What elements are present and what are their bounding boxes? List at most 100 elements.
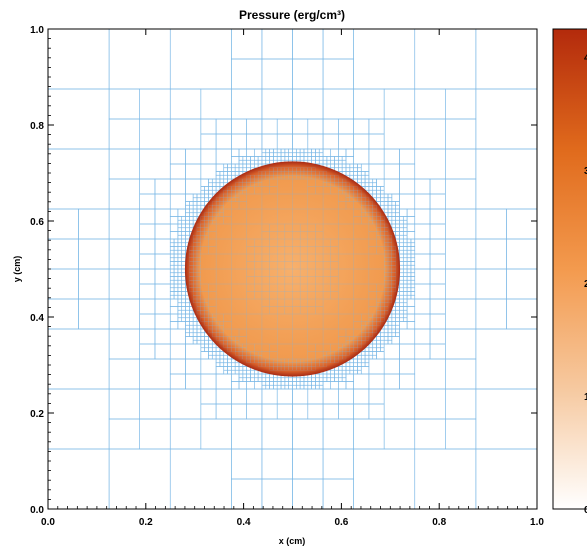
mesh-cell — [353, 201, 362, 210]
mesh-cell — [277, 358, 282, 363]
mesh-cell — [192, 280, 198, 285]
mesh-cell — [227, 190, 232, 195]
mesh-cell — [341, 182, 347, 187]
mesh-cell — [269, 261, 278, 270]
mesh-cell — [368, 332, 373, 337]
mesh-cell — [376, 246, 385, 255]
mesh-cell — [219, 340, 224, 345]
mesh-cell — [349, 347, 354, 352]
mesh-cell — [200, 220, 205, 225]
mesh-cell — [215, 283, 232, 300]
mesh-cell — [307, 253, 316, 262]
mesh-cell — [345, 336, 350, 341]
mesh-cell — [189, 257, 194, 262]
mesh-cell — [353, 313, 362, 322]
mesh-cell — [200, 302, 205, 307]
mesh-cell — [387, 295, 393, 300]
mesh-cell — [315, 171, 320, 176]
mesh-cell — [219, 336, 224, 341]
mesh-cell — [219, 328, 224, 333]
mesh-cell — [269, 171, 274, 176]
mesh-cell — [231, 208, 247, 225]
mesh-cell — [338, 351, 343, 356]
mesh-cell — [238, 351, 244, 356]
mesh-cell — [265, 175, 270, 180]
mesh-cell — [368, 253, 385, 270]
mesh-cell — [269, 246, 278, 255]
mesh-cell — [303, 175, 308, 180]
mesh-cell — [246, 246, 255, 255]
mesh-cell — [196, 291, 201, 296]
mesh-cell — [204, 216, 209, 221]
mesh-cell — [361, 313, 370, 322]
mesh-cell — [196, 268, 201, 273]
mesh-cell — [326, 178, 331, 183]
mesh-cell — [361, 212, 366, 217]
mesh-cell — [231, 253, 247, 270]
mesh-cell — [223, 343, 228, 348]
mesh-cell — [280, 362, 286, 367]
mesh-cell — [219, 325, 224, 330]
mesh-cell — [349, 193, 354, 198]
mesh-cell — [215, 328, 221, 333]
mesh-cell — [322, 238, 331, 247]
mesh-cell — [196, 261, 201, 266]
mesh-cell — [330, 276, 339, 285]
mesh-cell — [277, 223, 286, 232]
mesh-cell — [246, 343, 255, 352]
mesh-cell — [315, 186, 324, 195]
mesh-cell — [231, 193, 236, 198]
mesh-cell — [330, 351, 335, 356]
mesh-cell — [189, 250, 194, 255]
mesh-cell — [364, 212, 370, 217]
mesh-cell — [246, 193, 263, 210]
mesh-cell — [391, 250, 396, 255]
mesh-cell — [246, 276, 255, 285]
mesh-cell — [212, 325, 217, 330]
mesh-cell — [315, 276, 324, 285]
mesh-cell — [341, 190, 347, 195]
x-tick-label: 0.8 — [432, 517, 446, 528]
mesh-cell — [208, 220, 213, 225]
mesh-cell — [231, 340, 236, 345]
mesh-cell — [384, 291, 389, 296]
mesh-cell — [311, 167, 316, 172]
mesh-cell — [322, 261, 331, 270]
mesh-cell — [235, 197, 240, 202]
mesh-cell — [338, 328, 347, 337]
mesh-cell — [345, 182, 350, 187]
mesh-cell — [254, 238, 263, 247]
mesh-cell — [269, 362, 274, 367]
mesh-cell — [357, 197, 362, 202]
mesh-cell — [204, 231, 209, 236]
mesh-cell — [376, 291, 385, 300]
mesh-cell — [231, 313, 247, 330]
mesh-cell — [200, 298, 205, 303]
mesh-cell — [277, 231, 286, 240]
mesh-cell — [326, 175, 331, 180]
mesh-cell — [254, 268, 263, 277]
mesh-cell — [307, 231, 316, 240]
mesh-cell — [231, 343, 236, 348]
mesh-cell — [338, 193, 347, 202]
mesh-cell — [292, 175, 297, 180]
mesh-cell — [246, 358, 251, 363]
mesh-cell — [380, 231, 385, 236]
mesh-cell — [387, 265, 393, 270]
mesh-cell — [196, 306, 201, 311]
x-tick-label: 0.0 — [41, 517, 55, 528]
mesh-cell — [372, 220, 377, 225]
mesh-cell — [269, 298, 278, 307]
mesh-cell — [208, 298, 217, 307]
mesh-cell — [246, 355, 251, 360]
mesh-cell — [238, 355, 244, 360]
mesh-cell — [208, 291, 217, 300]
mesh-cell — [384, 235, 389, 240]
mesh-cell — [212, 208, 217, 213]
mesh-cell — [345, 197, 350, 202]
mesh-cell — [200, 216, 205, 221]
mesh-cell — [242, 351, 247, 356]
mesh-cell — [315, 268, 324, 277]
mesh-cell — [254, 186, 263, 195]
mesh-cell — [299, 283, 308, 292]
